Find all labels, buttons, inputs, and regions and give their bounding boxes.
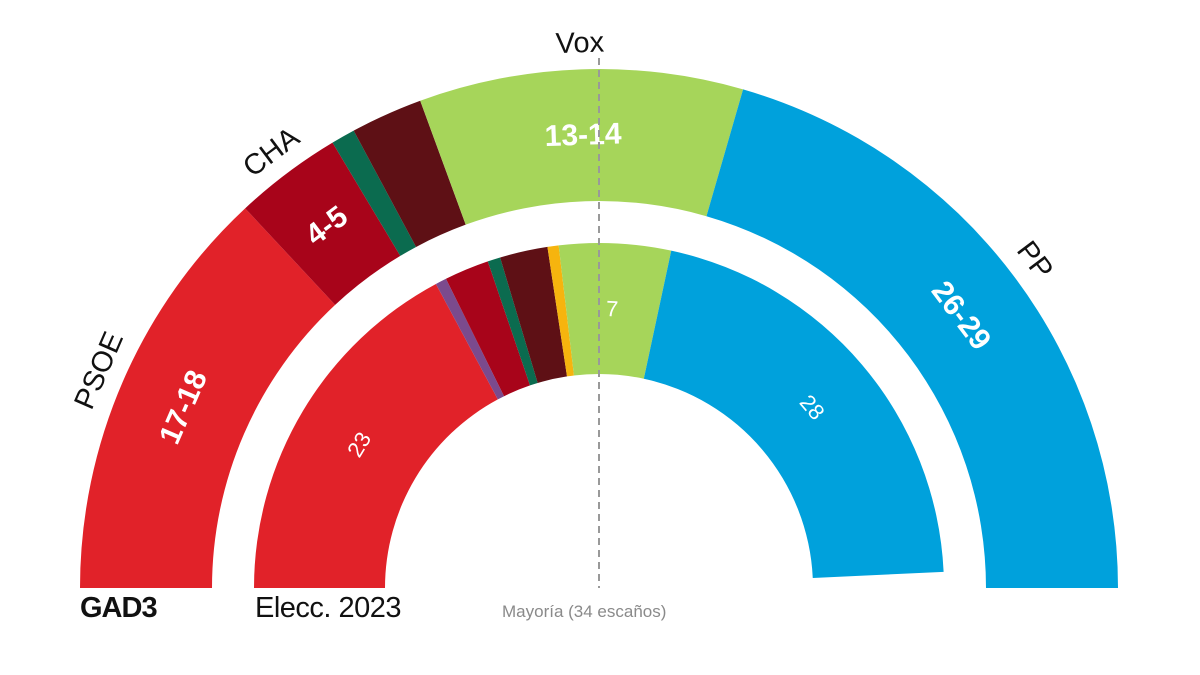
party-name-label: PP: [1010, 235, 1059, 285]
seat-segment-0-2: [332, 130, 417, 256]
party-name-label: Vox: [555, 26, 605, 60]
seat-segment-1-6: [558, 243, 672, 379]
seat-segment-0-1: [245, 142, 401, 305]
seat-segment-1-1: [435, 278, 505, 400]
seat-segment-0-4: [420, 68, 744, 225]
seat-segment-0-5: [706, 89, 1118, 588]
seat-segment-1-5: [547, 245, 574, 377]
segment-value-label: 7: [605, 296, 618, 322]
ring-label-gad3: GAD3: [80, 592, 158, 624]
seat-segment-1-4: [500, 246, 568, 383]
seat-segment-1-3: [487, 257, 538, 386]
seat-segment-0-0: [80, 208, 336, 588]
segment-value-label: 13-14: [544, 117, 622, 153]
seat-segment-1-2: [445, 261, 531, 397]
seat-segment-0-3: [353, 100, 466, 247]
seat-segment-1-0: [254, 283, 498, 588]
majority-label: Mayoría (34 escaños): [502, 602, 667, 621]
ring-label-2023: Elecc. 2023: [255, 592, 402, 624]
seat-segment-1-7: [643, 250, 944, 578]
